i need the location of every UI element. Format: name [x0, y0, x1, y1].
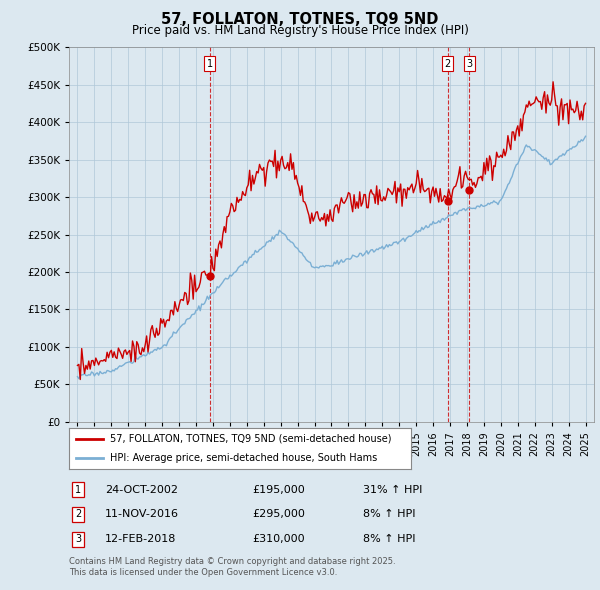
Text: 24-OCT-2002: 24-OCT-2002	[105, 485, 178, 494]
Text: 12-FEB-2018: 12-FEB-2018	[105, 535, 176, 544]
Text: 8% ↑ HPI: 8% ↑ HPI	[363, 535, 415, 544]
Text: Price paid vs. HM Land Registry's House Price Index (HPI): Price paid vs. HM Land Registry's House …	[131, 24, 469, 37]
Text: 57, FOLLATON, TOTNES, TQ9 5ND (semi-detached house): 57, FOLLATON, TOTNES, TQ9 5ND (semi-deta…	[110, 434, 392, 444]
Text: £310,000: £310,000	[252, 535, 305, 544]
Text: HPI: Average price, semi-detached house, South Hams: HPI: Average price, semi-detached house,…	[110, 453, 377, 463]
Text: 1: 1	[206, 58, 213, 68]
Text: £295,000: £295,000	[252, 510, 305, 519]
Text: £195,000: £195,000	[252, 485, 305, 494]
Text: 2: 2	[75, 510, 81, 519]
Text: 31% ↑ HPI: 31% ↑ HPI	[363, 485, 422, 494]
Text: 1: 1	[75, 485, 81, 494]
Text: 57, FOLLATON, TOTNES, TQ9 5ND: 57, FOLLATON, TOTNES, TQ9 5ND	[161, 12, 439, 27]
Text: 8% ↑ HPI: 8% ↑ HPI	[363, 510, 415, 519]
Text: 3: 3	[466, 58, 472, 68]
Text: 2: 2	[445, 58, 451, 68]
Text: Contains HM Land Registry data © Crown copyright and database right 2025.: Contains HM Land Registry data © Crown c…	[69, 558, 395, 566]
Text: 11-NOV-2016: 11-NOV-2016	[105, 510, 179, 519]
Text: 3: 3	[75, 535, 81, 544]
Text: This data is licensed under the Open Government Licence v3.0.: This data is licensed under the Open Gov…	[69, 568, 337, 577]
